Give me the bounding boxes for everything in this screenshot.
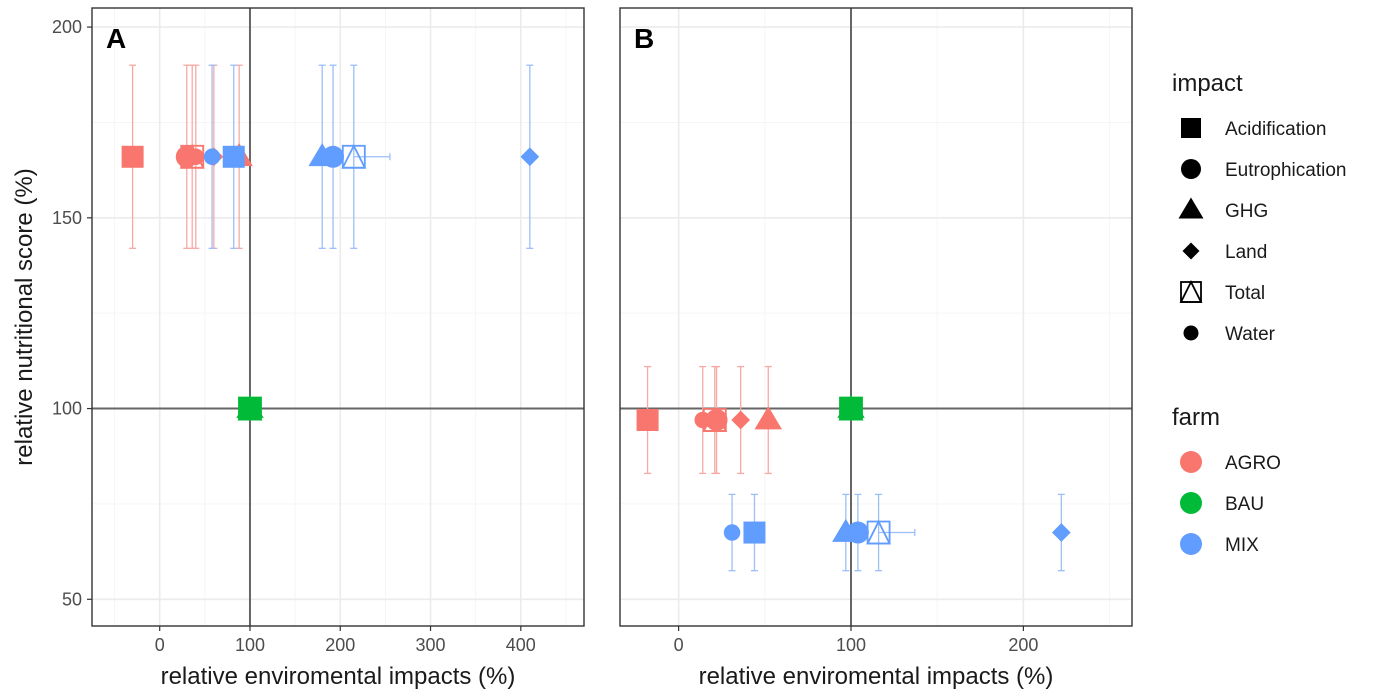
x-tick-label: 0 (674, 635, 684, 655)
legend-label-ghg: GHG (1225, 201, 1268, 222)
legend-farm-title: farm (1172, 404, 1220, 431)
point-mix-land (520, 147, 540, 167)
x-axis-title: relative enviromental impacts (%) (699, 663, 1054, 690)
series-agro (636, 406, 783, 432)
y-tick-label: 100 (52, 399, 82, 419)
point-mix-eutrophication (322, 145, 345, 168)
y-tick-label: 200 (52, 17, 82, 37)
x-tick-label: 100 (836, 635, 866, 655)
point-mix-total-triangle (866, 519, 892, 545)
y-axis-title: relative nutritional score (%) (11, 168, 38, 465)
legend-label-agro: AGRO (1225, 453, 1281, 474)
x-tick-label: 300 (416, 635, 446, 655)
legend-key-total-triangle (1179, 279, 1203, 303)
panel-border (91, 7, 585, 627)
legend-label-eutrophication: Eutrophication (1225, 160, 1346, 181)
panel-tag-a: A (106, 23, 126, 54)
point-mix-acidification (222, 145, 245, 168)
x-tick-label: 100 (235, 635, 265, 655)
legend-key-mix (1180, 533, 1202, 555)
x-tick-label: 200 (325, 635, 355, 655)
x-tick-label: 400 (506, 635, 536, 655)
panel-border (619, 7, 1133, 627)
legend-label-total: Total (1225, 283, 1265, 304)
panel-b: B 0 100 200 relative enviromental impacts (%… (619, 7, 1133, 690)
x-axis-title: relative enviromental impacts (%) (161, 663, 516, 690)
series-mix (203, 143, 540, 169)
legend-impact-title: impact (1172, 70, 1243, 97)
point-agro-ghg (754, 406, 783, 430)
legend-key-acidification (1181, 118, 1201, 138)
x-tick-label: 0 (155, 635, 165, 655)
legend-key-total (1179, 279, 1203, 303)
legend-key-bau (1180, 492, 1202, 514)
legend-key-total-square (1180, 281, 1202, 303)
y-tick-label: 50 (62, 589, 82, 609)
legend-label-water: Water (1225, 324, 1276, 345)
legend-key-eutrophication (1181, 159, 1201, 179)
panel-background (92, 8, 584, 626)
series-agro (121, 143, 253, 169)
series-mix (723, 518, 1071, 545)
y-tick-label: 150 (52, 208, 82, 228)
point-agro-acidification (121, 145, 144, 168)
legend-key-ghg (1178, 197, 1204, 219)
point-agro-water (187, 148, 205, 166)
point-mix-water (723, 524, 741, 541)
legend-key-agro (1180, 451, 1202, 473)
point-agro-acidification (636, 409, 659, 431)
legend-key-water (1183, 325, 1199, 341)
panel-tag-b: B (634, 23, 654, 54)
panel-a: A 0 100 200 300 400 50 100 150 200 relative enviro… (52, 7, 585, 690)
point-mix-land (1051, 523, 1071, 542)
legend-label-mix: MIX (1225, 535, 1259, 556)
legend-farm: farm AGRO BAU MIX (1172, 404, 1281, 556)
point-agro-eutrophication (705, 409, 728, 431)
legend-label-land: Land (1225, 242, 1267, 263)
point-bau-water (241, 400, 259, 417)
series-bau (236, 394, 264, 421)
series-bau (837, 394, 865, 421)
x-tick-label: 200 (1008, 635, 1038, 655)
legend: impact Acidification Eutrophication GHG Land… (1172, 70, 1346, 556)
point-mix-total-triangle (341, 143, 367, 169)
point-agro-land (731, 410, 751, 430)
legend-key-land (1182, 242, 1200, 260)
point-bau-water (842, 400, 860, 417)
legend-label-acidification: Acidification (1225, 119, 1326, 140)
panel-background (620, 8, 1132, 626)
point-mix-acidification (743, 521, 766, 544)
legend-impact: impact Acidification Eutrophication GHG Land… (1172, 70, 1346, 345)
point-mix-total (866, 519, 892, 545)
point-mix-total (341, 143, 367, 169)
legend-label-bau: BAU (1225, 494, 1264, 515)
point-mix-water (203, 148, 221, 166)
point-mix-eutrophication (846, 521, 869, 544)
